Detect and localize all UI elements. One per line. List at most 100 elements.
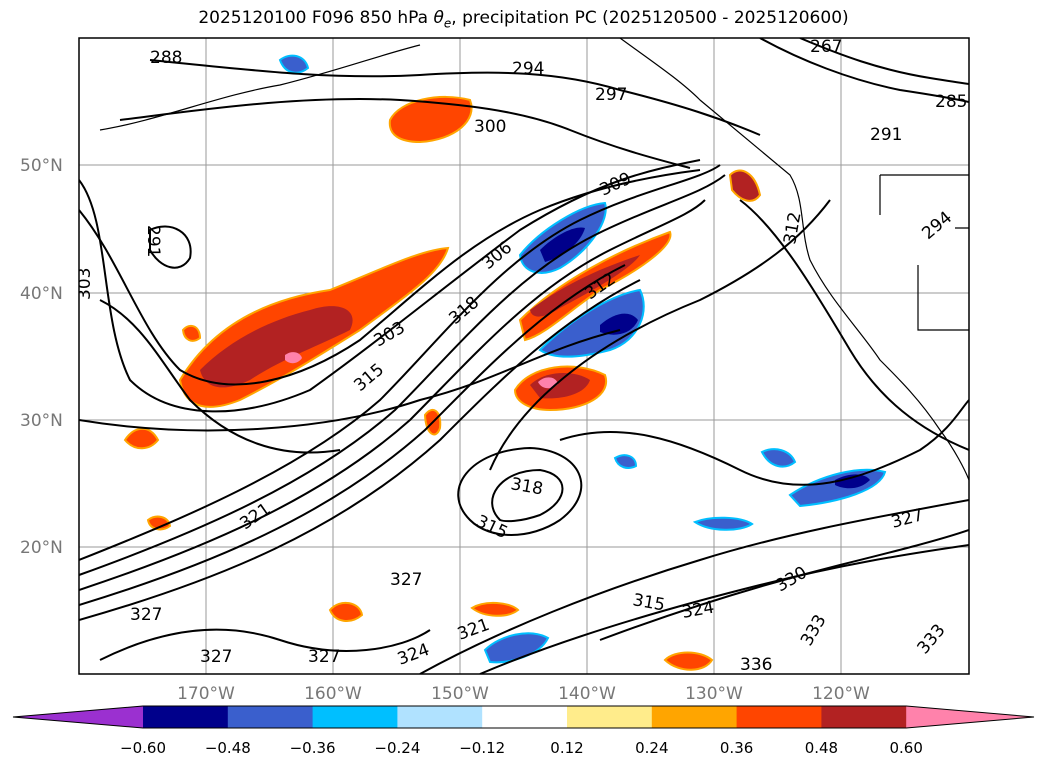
theta-e-contours	[79, 38, 969, 674]
contour-line	[99, 628, 431, 661]
precip-blob	[278, 54, 310, 74]
precip-blob	[760, 448, 797, 468]
lon-label: 150°W	[431, 684, 489, 704]
north-america-coast	[619, 38, 969, 481]
lat-tick-labels: 50°N 40°N 30°N 20°N	[20, 156, 63, 558]
contour-line	[79, 174, 726, 576]
lon-label: 170°W	[177, 684, 235, 704]
contour-label: 300	[474, 117, 506, 137]
contour-line	[79, 199, 706, 591]
lon-label: 160°W	[304, 684, 362, 704]
precip-blob	[388, 96, 473, 144]
alaska-coast	[99, 44, 421, 131]
precip-blob	[728, 169, 762, 202]
precip-blob	[328, 601, 364, 622]
precip-blob	[200, 306, 353, 388]
contour-label: 327	[308, 647, 340, 667]
colorbar-segment	[143, 706, 229, 728]
colorbar-segment	[397, 706, 483, 728]
precip-blob	[181, 324, 202, 342]
title-theta: θ	[433, 8, 444, 28]
colorbar-tick-label: −0.36	[290, 739, 336, 757]
precip-blob	[123, 427, 160, 450]
colorbar	[12, 705, 1035, 729]
colorbar-tick-label: 0.12	[550, 739, 583, 757]
contour-label: 327	[130, 605, 162, 625]
contour-line	[149, 225, 192, 269]
contour-label: 285	[935, 92, 967, 112]
lat-label: 20°N	[20, 538, 63, 558]
colorbar-segment	[821, 706, 907, 728]
lat-label: 50°N	[20, 156, 63, 176]
contour-label: 303	[75, 268, 95, 300]
contour-label: 336	[740, 655, 772, 675]
map-title: 2025120100 F096 850 hPa θe, precipitatio…	[0, 8, 1047, 30]
colorbar-tick-label: 0.60	[889, 739, 922, 757]
contour-line	[149, 59, 761, 136]
contour-line	[491, 468, 564, 523]
colorbar-extend-min	[13, 706, 143, 728]
state-borders	[879, 174, 969, 331]
colorbar-segment	[736, 706, 822, 728]
colorbar-labels: −0.60 −0.48 −0.36 −0.24 −0.12 0.12 0.24 0.36 0.4…	[120, 739, 923, 757]
precip-blob	[692, 516, 754, 531]
contour-line	[489, 199, 831, 471]
colorbar-tick-label: −0.12	[459, 739, 505, 757]
contour-line	[79, 264, 626, 606]
contour-line	[79, 169, 701, 386]
contour-line	[739, 199, 969, 451]
colorbar-outline	[12, 705, 1035, 729]
title-subscript: e	[443, 16, 452, 31]
contour-label: 267	[810, 37, 842, 57]
title-prefix: 2025120100 F096 850 hPa	[198, 8, 434, 28]
precip-blob	[470, 602, 520, 617]
precip-blob	[600, 313, 638, 335]
colorbar-segment	[312, 706, 398, 728]
contour-label: 291	[143, 225, 163, 257]
contour-label: 294	[512, 59, 544, 79]
contour-line	[799, 38, 969, 85]
lon-label: 130°W	[685, 684, 743, 704]
lat-label: 30°N	[20, 411, 63, 431]
colorbar-tick-label: −0.24	[374, 739, 420, 757]
contour-line	[479, 544, 969, 674]
colorbar-segment	[567, 706, 653, 728]
contour-line	[79, 164, 721, 561]
contour-line	[99, 299, 341, 454]
precip-blob	[835, 474, 870, 489]
colorbar-segment	[227, 706, 314, 728]
contour-line	[79, 279, 641, 621]
precip-blob	[613, 454, 638, 469]
contour-label: 291	[870, 125, 902, 145]
colorbar-segment	[482, 706, 568, 728]
colorbar-tick-label: 0.24	[635, 739, 668, 757]
contour-line	[759, 38, 969, 103]
contour-line	[457, 446, 583, 536]
precip-blob	[146, 515, 172, 531]
contour-line	[79, 159, 701, 413]
coastlines	[99, 38, 969, 481]
precip-blob	[483, 632, 550, 664]
precip-blob	[538, 377, 558, 389]
contour-line	[599, 529, 969, 641]
title-suffix: , precipitation PC (2025120500 - 2025120…	[451, 8, 849, 28]
colorbar-segment	[651, 706, 738, 728]
colorbar-tick-label: 0.48	[805, 739, 838, 757]
precip-blob	[285, 352, 302, 364]
colorbar-tick-label: −0.60	[120, 739, 166, 757]
lat-label: 40°N	[20, 284, 63, 304]
lon-label: 140°W	[558, 684, 616, 704]
colorbar-tick-label: 0.36	[720, 739, 753, 757]
lon-tick-labels: 170°W 160°W 150°W 140°W 130°W 120°W	[177, 684, 870, 704]
contour-line	[79, 329, 621, 432]
precip-blob	[530, 255, 640, 317]
contour-label: 288	[150, 48, 182, 68]
contour-label: 327	[200, 647, 232, 667]
colorbar-tick-label: −0.48	[205, 739, 251, 757]
map-frame	[78, 37, 970, 675]
contour-line	[119, 98, 691, 169]
lon-label: 120°W	[812, 684, 870, 704]
contour-label: 297	[595, 85, 627, 105]
precip-blob	[663, 651, 714, 671]
